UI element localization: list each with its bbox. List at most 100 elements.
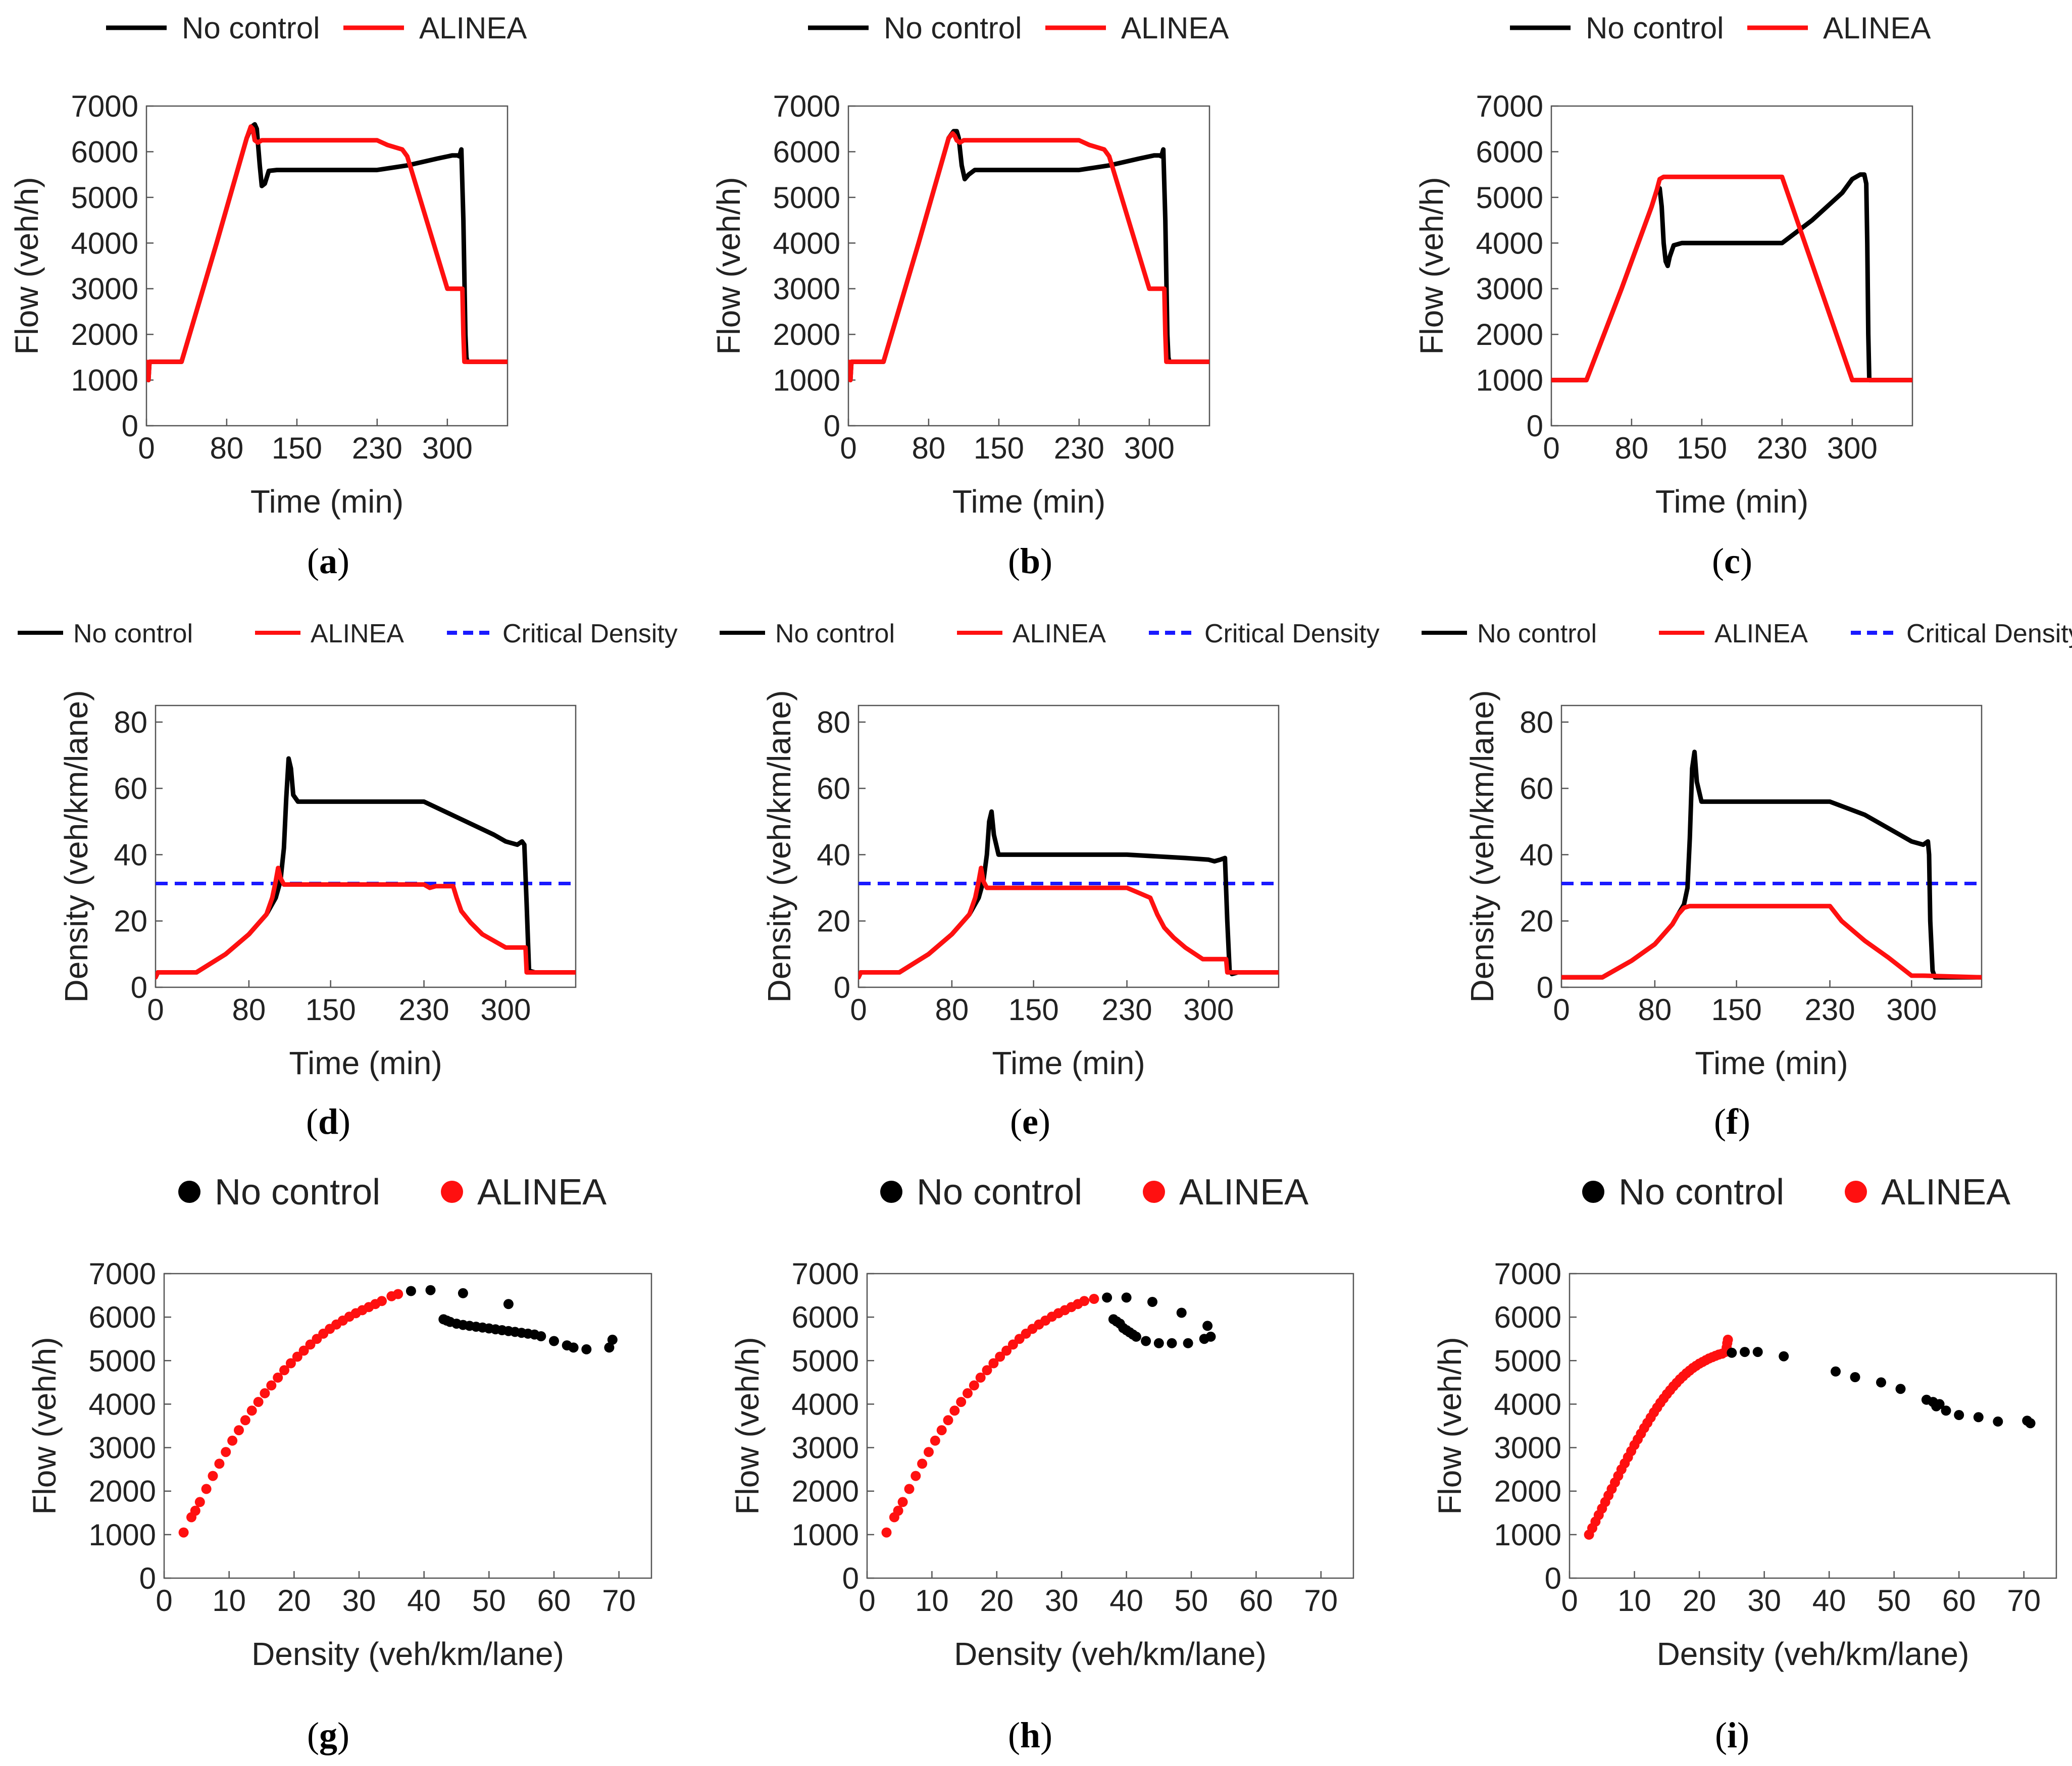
x-tick-label: 150 (974, 431, 1024, 465)
panel-label-part: ) (338, 1101, 350, 1142)
x-tick-label: 0 (1543, 431, 1559, 465)
y-tick-label: 3000 (71, 272, 138, 306)
scatter-point-alinea (221, 1447, 231, 1457)
legend-label-no-control: No control (884, 11, 1022, 45)
scatter-point-alinea (924, 1447, 934, 1457)
panel-label-part: ( (1008, 541, 1020, 581)
y-tick-label: 0 (834, 971, 850, 1004)
series-line-no-control (1561, 749, 1982, 980)
y-tick-label: 7000 (792, 1257, 859, 1291)
x-tick-label: 230 (352, 431, 402, 465)
panel-label: (b) (1008, 541, 1052, 581)
panel-label: (c) (1712, 541, 1752, 581)
x-axis-label: Time (min) (250, 483, 403, 520)
y-tick-label: 80 (1520, 705, 1553, 739)
series-line-alinea (1551, 174, 1912, 383)
scatter-point-alinea (393, 1289, 403, 1299)
scatter-point-alinea (963, 1388, 973, 1398)
y-tick-label: 4000 (71, 226, 138, 260)
x-tick-label: 300 (422, 431, 473, 465)
legend-marker-alinea (1143, 1181, 1165, 1203)
scatter-point-alinea (246, 1405, 257, 1416)
y-tick-label: 80 (817, 705, 850, 739)
y-axis-label: Flow (veh/h) (1432, 1337, 1468, 1515)
plot-area (146, 122, 508, 383)
scatter-point-alinea (917, 1458, 928, 1469)
y-tick-label: 40 (1520, 838, 1553, 872)
plot-area (858, 809, 1279, 980)
x-axis-label: Time (min) (952, 483, 1105, 520)
scatter-point-alinea (292, 1351, 302, 1362)
y-tick-label: 2000 (1494, 1475, 1561, 1508)
scatter-point-no-control (1740, 1347, 1750, 1357)
scatter-point-alinea (273, 1372, 283, 1383)
y-tick-label: 4000 (773, 226, 840, 260)
x-tick-label: 50 (472, 1584, 506, 1618)
legend-label-no-control: No control (73, 619, 193, 648)
panel-label-part: ( (1715, 1715, 1727, 1755)
x-axis-label: Time (min) (1655, 483, 1808, 520)
y-axis-label: Flow (veh/h) (9, 177, 45, 355)
y-tick-label: 4000 (1476, 226, 1543, 260)
legend-label-no-control: No control (1619, 1172, 1784, 1213)
scatter-point-alinea (975, 1372, 986, 1383)
scatter-point-no-control (1202, 1321, 1213, 1331)
x-tick-label: 0 (138, 431, 155, 465)
y-tick-label: 0 (1527, 409, 1543, 443)
scatter-point-no-control (1954, 1410, 1964, 1420)
chart-panel-f: No control ALINEA Critical Density 0 20 40 60 8… (1422, 619, 2072, 1142)
scatter-point-alinea (298, 1345, 309, 1356)
y-tick-label: 60 (1520, 772, 1553, 805)
scatter-point-alinea (911, 1471, 921, 1481)
scatter-point-no-control (1941, 1405, 1951, 1416)
y-axis-label: Flow (veh/h) (26, 1337, 63, 1515)
y-tick-label: 6000 (773, 135, 840, 169)
scatter-point-alinea (930, 1435, 940, 1446)
x-tick-label: 20 (980, 1584, 1014, 1618)
y-tick-label: 0 (131, 971, 147, 1004)
y-tick-label: 20 (1520, 904, 1553, 938)
x-tick-label: 70 (602, 1584, 636, 1618)
x-tick-label: 0 (1561, 1584, 1578, 1618)
scatter-point-alinea (194, 1497, 205, 1507)
scatter-point-alinea (214, 1458, 225, 1469)
panel-label-part: ) (1738, 1101, 1750, 1142)
x-tick-label: 80 (210, 431, 244, 465)
legend-marker-no-control (1582, 1181, 1604, 1203)
x-tick-label: 60 (1239, 1584, 1273, 1618)
legend-label-alinea: ALINEA (1714, 619, 1808, 648)
scatter-point-no-control (581, 1344, 592, 1354)
x-tick-label: 60 (1942, 1584, 1976, 1618)
scatter-point-alinea (988, 1358, 999, 1369)
series-line-no-control (156, 756, 576, 980)
scatter-point-alinea (260, 1388, 270, 1398)
scatter-point-alinea (190, 1505, 200, 1516)
x-tick-label: 230 (1102, 993, 1152, 1027)
x-tick-label: 230 (1054, 431, 1104, 465)
scatter-point-alinea (253, 1397, 264, 1407)
y-tick-label: 2000 (773, 318, 840, 351)
legend-marker-alinea (1845, 1181, 1867, 1203)
panel-label: (g) (307, 1715, 349, 1755)
y-tick-label: 6000 (1494, 1300, 1561, 1334)
scatter-point-no-control (425, 1285, 436, 1295)
legend-label-no-control: No control (1586, 11, 1724, 45)
y-tick-label: 2000 (1476, 318, 1543, 351)
y-axis-label: Flow (veh/h) (1413, 177, 1450, 355)
panel-label-part: i (1727, 1715, 1737, 1755)
panel-label-part: ( (1714, 1101, 1726, 1142)
scatter-point-no-control (1167, 1338, 1177, 1348)
plot-frame (1550, 105, 1913, 427)
legend-label-no-control: No control (775, 619, 895, 648)
plot-area (1561, 749, 1982, 980)
scatter-point-no-control (1779, 1351, 1789, 1361)
panel-label-part: ) (337, 541, 349, 581)
x-tick-label: 230 (399, 993, 449, 1027)
x-tick-label: 300 (1183, 993, 1234, 1027)
panel-label: (i) (1715, 1715, 1749, 1755)
scatter-point-alinea (949, 1405, 960, 1416)
y-tick-label: 1000 (1494, 1518, 1561, 1552)
panel-label-part: ) (1740, 541, 1752, 581)
plot-area (156, 756, 576, 980)
y-tick-label: 0 (122, 409, 138, 443)
